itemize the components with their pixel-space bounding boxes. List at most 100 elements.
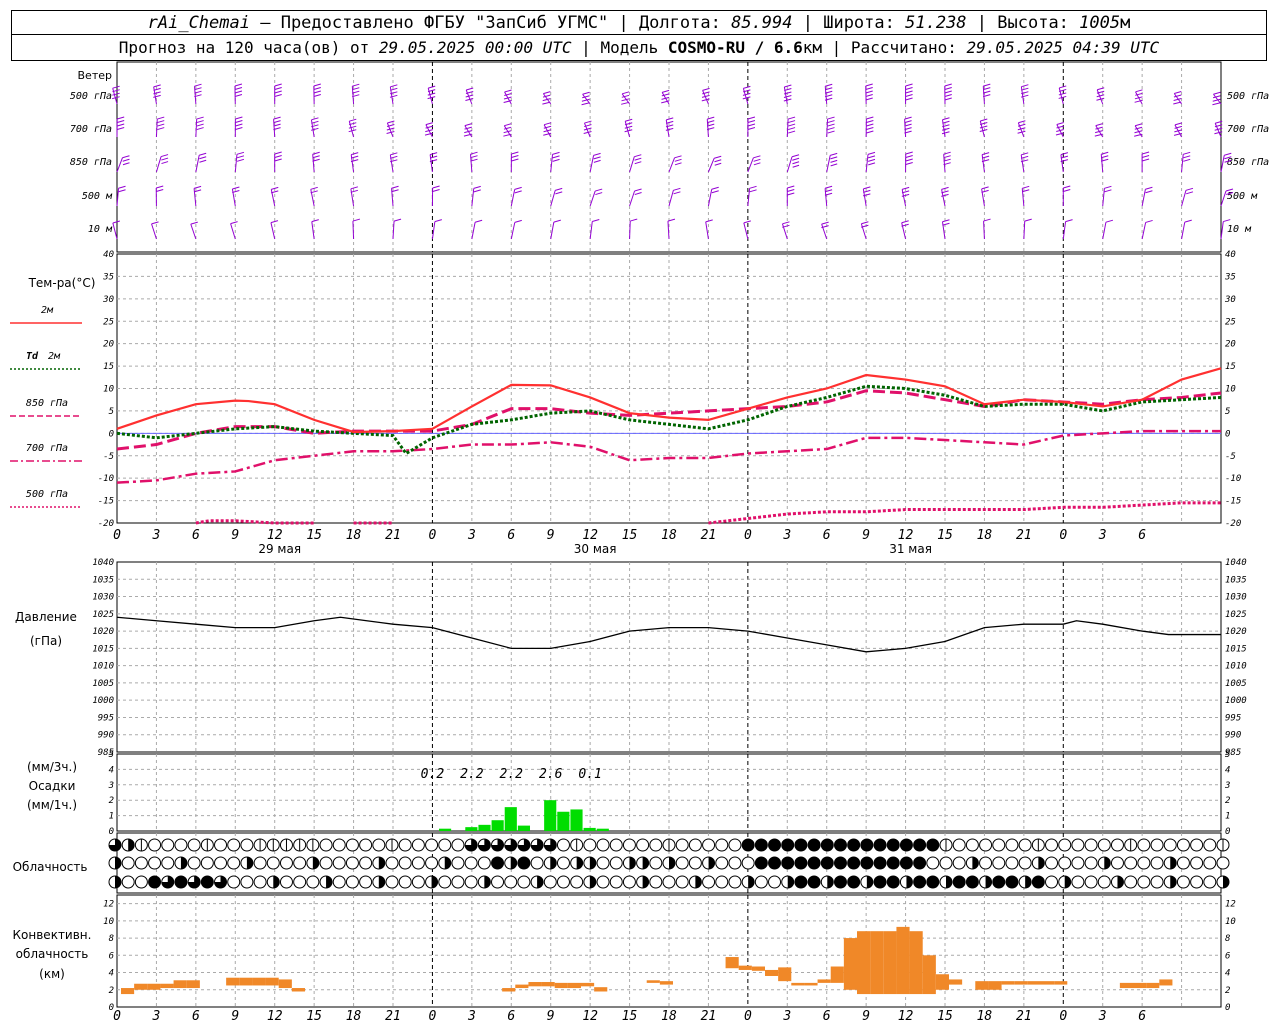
cloud-cover-fill [887,839,900,851]
wind-barb-staff [392,221,395,240]
cloud-cover-fill [866,876,873,888]
wind-barb-staff [1023,221,1026,240]
wind-barb-feather [904,120,912,124]
wind-barb-feather [389,91,398,95]
wind-barb-staff [427,87,433,105]
pressure-tick-left: 1035 [92,575,114,585]
cloud-cover-fill [847,839,860,851]
hour-label-top: 0 [113,528,121,543]
cloud-cover-fill [966,876,979,888]
wind-barb-feather [1173,94,1182,98]
cloud-cover-symbol [1045,875,1059,889]
wind-barb-feather [1214,124,1223,128]
wind-barb-feather [706,127,715,131]
conv-bar [778,967,792,982]
panel-frame-pres [116,561,1222,753]
wind-barb-feather [555,187,563,191]
legend-label: 500 гПа [26,489,68,500]
precip-bar [544,800,557,831]
wind-barb-feather [942,117,950,121]
cloud-cover-symbol [134,875,148,889]
wind-barb-feather [1173,97,1182,101]
wind-barb-feather [504,89,512,93]
wind-barb-feather [464,126,472,130]
wind-barb-feather [865,97,873,101]
wind-barb-feather [783,98,792,102]
wind-barb-feather [707,123,715,127]
wind-barb-feather [465,94,474,98]
wind-barb-feather [981,155,990,159]
cloud-cover-symbol [451,838,465,852]
wind-barb-staff [270,189,276,207]
wind-level-left: 10 м [88,224,113,235]
cloud-cover-fill [589,876,596,888]
hour-label-bottom: 18 [661,1009,677,1024]
lat-value: 51.238 [905,13,967,33]
alt-value: 1005 [1079,13,1121,33]
wind-barb-feather [348,129,357,133]
wind-barb-staff [1102,188,1105,207]
wind-barb-staff [386,122,394,138]
wind-barb-staff [706,119,709,138]
conv-bar [896,926,910,995]
title-bar: rAi_Chemai — Предоставлено ФГБУ "ЗапСиб … [11,10,1267,35]
hour-label-bottom: 15 [306,1009,322,1024]
precip-bar [504,807,517,831]
cloud-cover-fill [887,857,900,869]
conv-tick-left: 2 [109,986,114,996]
wind-barb-feather [792,161,800,165]
conv-tick-right: 0 [1225,1003,1230,1013]
cloud-cover-symbol [609,838,623,852]
cloud-cover-symbol [556,838,570,852]
conv-title-2: облачность [16,947,89,961]
cloud-cover-fill [834,857,847,869]
wind-level-left: 850 гПа [70,157,112,168]
wind-barb-feather [1184,219,1192,223]
wind-barb-feather [943,158,951,162]
wind-barb-feather [427,92,436,96]
wind-barb-feather [157,120,165,124]
wind-barb-feather [235,127,243,130]
wind-barb-staff [668,190,674,207]
wind-barb-feather [1097,87,1105,91]
conv-tick-left: 12 [103,900,114,910]
wind-barb-feather [622,91,630,95]
conv-bar [186,980,200,989]
cloud-cover-fill [768,839,781,851]
wind-barb-feather [863,186,871,190]
wind-barb-staff [747,188,751,207]
wind-barb-feather [714,155,722,159]
cloud-cover-symbol [359,838,373,852]
wind-barb-feather [552,155,560,159]
wind-barb-feather [941,190,949,194]
cloud-cover-symbol [1045,838,1059,852]
wind-barb-feather [673,191,681,195]
precip-tick-left: 4 [109,765,114,775]
conv-bar [1054,981,1068,985]
conv-bar [173,980,187,989]
wind-barb-feather [702,87,710,91]
wind-barb-feather [153,87,161,91]
wind-barb-feather [824,185,833,189]
conv-bar [541,982,555,987]
temp-tick-right: 20 [1225,340,1236,350]
wind-barb-feather [866,120,874,123]
cloud-cover-fill [273,876,280,888]
cloud-cover-fill [1170,876,1177,888]
hour-label-top: 6 [823,528,831,543]
cloud-cover-symbol [1084,838,1098,852]
cloud-cover-symbol [345,838,359,852]
hour-label-top: 15 [622,528,638,543]
cloud-cover-symbol [187,838,201,852]
wind-barb-staff [589,190,596,207]
wind-barb-feather [944,83,952,87]
wind-barb-feather [905,158,913,162]
cloud-cover-symbol [411,875,425,889]
wind-barb-feather [782,224,790,228]
wind-barb-feather [118,185,126,189]
cloud-cover-symbol [240,875,254,889]
cloud-cover-fill [491,857,504,869]
wind-barb-feather [503,130,512,134]
cloud-cover-symbol [715,856,729,870]
